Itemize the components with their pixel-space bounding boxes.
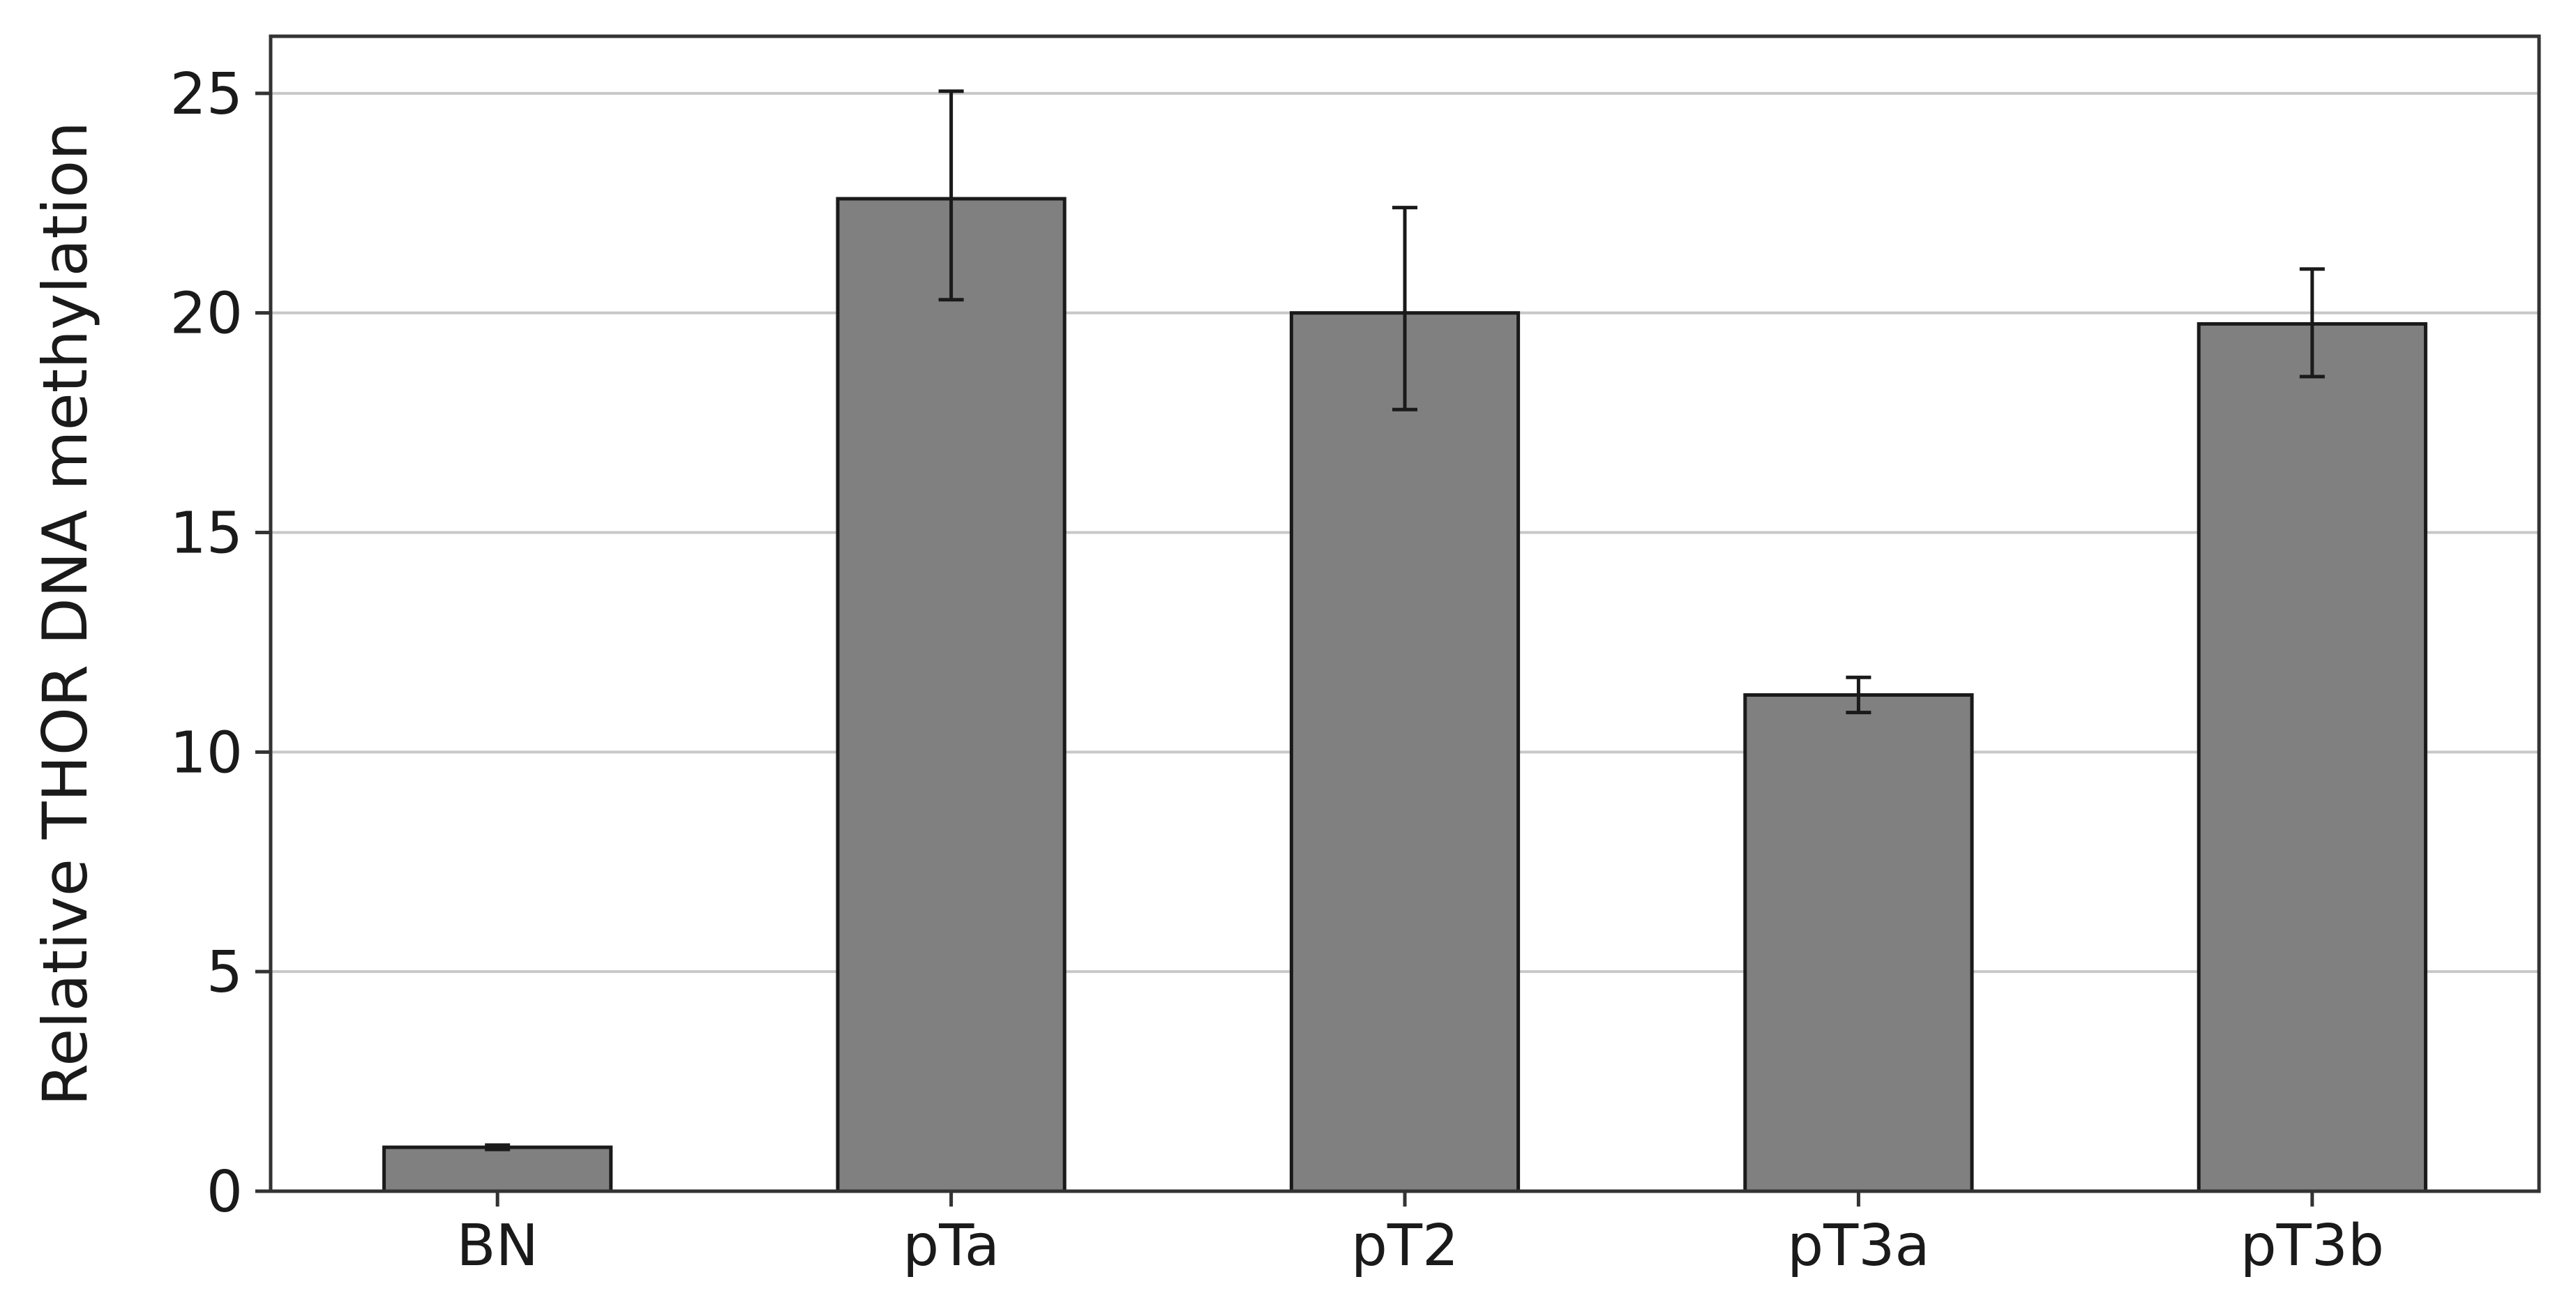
x-tick-label: pTa xyxy=(903,1213,1000,1279)
error-bar-BN xyxy=(485,1143,511,1151)
error-bar-pT3b xyxy=(2299,267,2325,379)
bar-pT3a xyxy=(1743,693,1974,1193)
bars xyxy=(382,197,2427,1193)
y-axis-ticks: 0 5 10 15 20 25 xyxy=(170,61,271,1225)
error-bar-pT3a xyxy=(1846,675,1871,715)
y-axis-title: Relative THOR DNA methylation xyxy=(29,121,101,1106)
bar-BN xyxy=(382,1145,613,1193)
y-tick-label: 5 xyxy=(206,939,243,1006)
x-tick-label: pT2 xyxy=(1351,1213,1459,1279)
y-tick-label: 10 xyxy=(170,720,243,786)
x-tick-label: BN xyxy=(456,1213,538,1279)
error-bars xyxy=(485,89,2325,1151)
y-tick-label: 15 xyxy=(170,501,243,567)
bar-pT2 xyxy=(1289,311,1521,1193)
bar-pT3b xyxy=(2197,322,2427,1193)
bar-pTa xyxy=(836,197,1067,1193)
y-tick-label: 25 xyxy=(170,61,243,128)
y-tick-label: 20 xyxy=(170,281,243,347)
x-tick-label: pT3a xyxy=(1787,1213,1930,1279)
y-tick-label: 0 xyxy=(206,1159,243,1225)
error-bar-pT2 xyxy=(1392,206,1417,411)
x-axis-ticks: BN pTa pT2 pT3a pT3b xyxy=(456,1191,2384,1279)
x-tick-label: pT3b xyxy=(2240,1213,2384,1279)
error-bar-pTa xyxy=(938,89,964,302)
